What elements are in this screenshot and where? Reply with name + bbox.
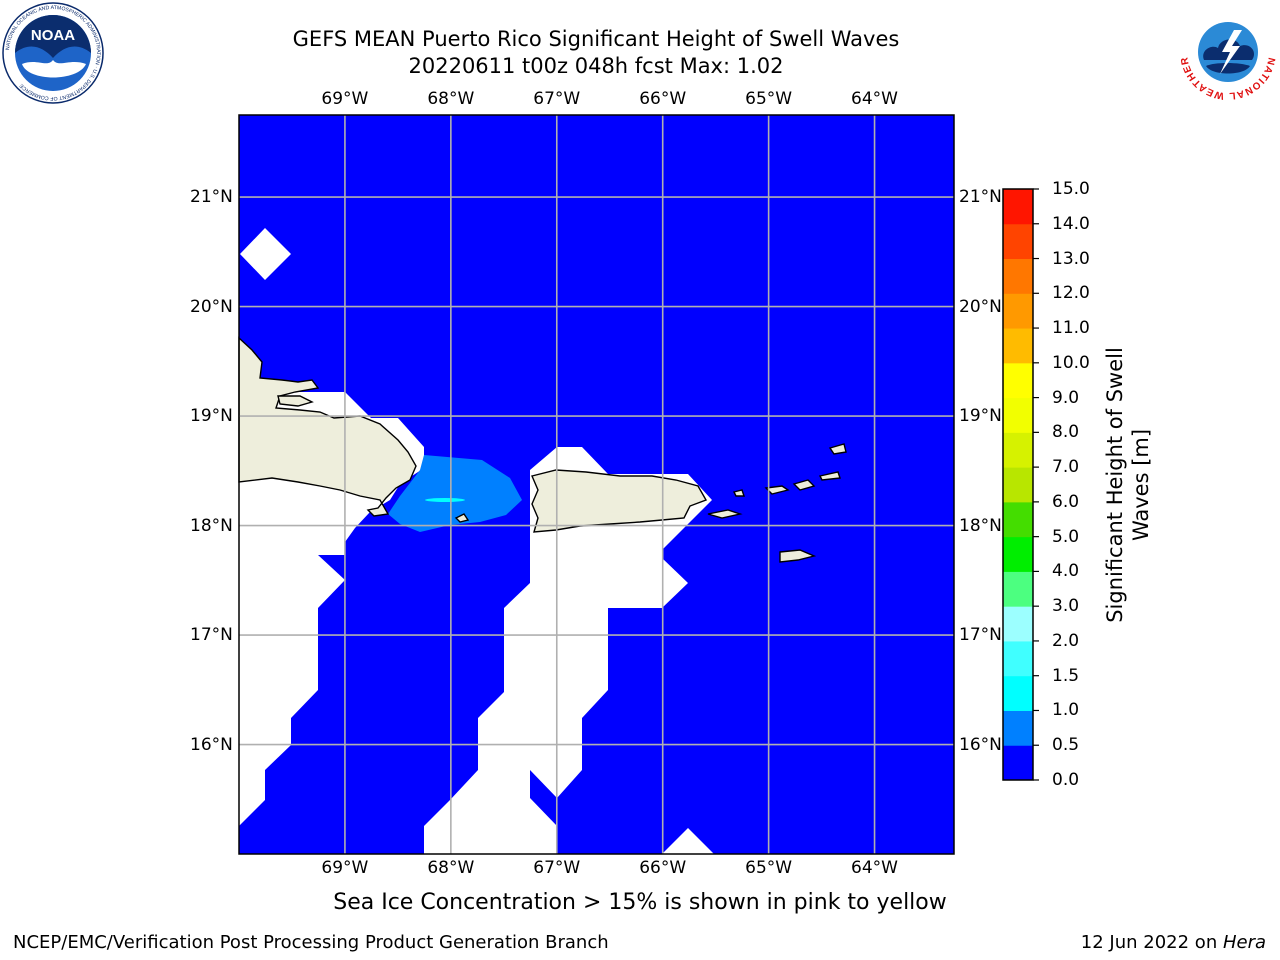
footer-branch: NCEP/EMC/Verification Post Processing Pr… bbox=[13, 932, 609, 953]
colorbar-tick-label: 7.0 bbox=[1052, 457, 1080, 478]
longitude-label-top: 66°W bbox=[639, 89, 687, 109]
latitude-label-left: 20°N bbox=[190, 296, 233, 317]
colorbar-tick-label: 3.0 bbox=[1052, 596, 1080, 617]
swell-band-1.0-1.5 bbox=[425, 498, 465, 502]
anegada-island bbox=[828, 443, 847, 455]
colorbar-segment bbox=[1003, 397, 1033, 433]
longitude-label-top: 67°W bbox=[533, 89, 581, 109]
missing-data-areas bbox=[239, 228, 714, 854]
latitude-label-left: 16°N bbox=[190, 734, 233, 755]
map-subtitle-run-info: 20220611 t00z 048h fcst Max: 1.02 bbox=[408, 54, 784, 78]
colorbar-segment bbox=[1003, 189, 1033, 225]
colorbar-segment bbox=[1003, 710, 1033, 746]
colorbar-tick-label: 11.0 bbox=[1052, 318, 1090, 339]
colorbar-segment bbox=[1003, 293, 1033, 329]
latitude-label-right: 17°N bbox=[959, 625, 1002, 646]
colorbar-frame bbox=[1002, 188, 1034, 781]
colorbar-segment bbox=[1003, 432, 1033, 468]
colorbar-segment bbox=[1003, 258, 1033, 294]
sea-ice-note: Sea Ice Concentration > 15% is shown in … bbox=[333, 890, 947, 915]
colorbar-tick-label: 8.0 bbox=[1052, 422, 1080, 443]
map-frame bbox=[238, 114, 955, 855]
colorbar-tick-label: 1.5 bbox=[1052, 665, 1080, 686]
longitude-label-top: 69°W bbox=[321, 89, 369, 109]
longitude-label-top: 65°W bbox=[745, 89, 793, 109]
footer-machine: Hera bbox=[1222, 932, 1266, 953]
colorbar-segment bbox=[1003, 536, 1033, 572]
st-john-island bbox=[792, 479, 816, 491]
colorbar-segment bbox=[1003, 606, 1033, 642]
latitude-label-left: 21°N bbox=[190, 187, 233, 208]
colorbar-segment bbox=[1003, 640, 1033, 677]
noaa-logo-text: NOAA bbox=[31, 27, 75, 44]
longitude-label-bottom: 64°W bbox=[851, 858, 898, 878]
colorbar-tick-label: 9.0 bbox=[1052, 387, 1080, 408]
colorbar-segment bbox=[1003, 675, 1033, 711]
longitude-label-bottom: 65°W bbox=[745, 858, 793, 878]
colorbar-title-line1: Significant Height of Swell bbox=[1103, 347, 1127, 623]
latitude-label-right: 16°N bbox=[959, 734, 1002, 755]
colorbar-title: Significant Height of Swell Waves [m] bbox=[1102, 347, 1154, 623]
colorbar-tick-label: 4.0 bbox=[1052, 561, 1080, 582]
latitude-label-right: 21°N bbox=[959, 187, 1002, 208]
mona-island bbox=[454, 513, 470, 523]
latitude-label-left: 17°N bbox=[190, 625, 233, 646]
colorbar-segment bbox=[1003, 745, 1033, 781]
tortuga-island bbox=[277, 395, 314, 407]
latitude-label-right: 20°N bbox=[959, 296, 1002, 317]
colorbar-tick-label: 10.0 bbox=[1052, 352, 1090, 373]
colorbar-tick-label: 15.0 bbox=[1052, 179, 1090, 199]
hispaniola-land bbox=[238, 336, 417, 517]
colorbar-tick-label: 14.0 bbox=[1052, 213, 1090, 234]
map-title: GEFS MEAN Puerto Rico Significant Height… bbox=[292, 27, 900, 51]
longitude-label-bottom: 66°W bbox=[639, 858, 687, 878]
colorbar-tick-label: 12.0 bbox=[1052, 283, 1090, 304]
nws-logo: NATIONAL WEATHER SERVICE bbox=[1178, 2, 1276, 101]
colorbar-tick-label: 13.0 bbox=[1052, 248, 1090, 269]
map-panel bbox=[238, 114, 955, 855]
colorbar-segment bbox=[1003, 571, 1033, 607]
longitude-label-top: 64°W bbox=[851, 89, 898, 109]
noaa-logo: NOAA NATIONAL OCEANIC AND ATMOSPHERIC AD… bbox=[2, 2, 104, 104]
colorbar-segment bbox=[1003, 501, 1033, 538]
longitude-label-top: 68°W bbox=[427, 89, 475, 109]
colorbar-tick-label: 0.5 bbox=[1052, 735, 1080, 756]
colorbar-title-line2: Waves [m] bbox=[1129, 428, 1153, 542]
vieques-island bbox=[707, 509, 743, 519]
footer-date: 12 Jun 2022 on Hera bbox=[1081, 932, 1266, 953]
colorbar-segment bbox=[1003, 467, 1033, 503]
footer-date-text: 12 Jun 2022 on bbox=[1080, 932, 1223, 953]
culebra-island bbox=[732, 489, 745, 497]
colorbar-tick-label: 5.0 bbox=[1052, 526, 1080, 547]
latitude-label-left: 19°N bbox=[190, 406, 233, 427]
tortola-island bbox=[818, 471, 841, 481]
colorbar-tick-label: 0.0 bbox=[1052, 770, 1080, 790]
longitude-label-bottom: 68°W bbox=[427, 858, 475, 878]
latitude-label-left: 18°N bbox=[190, 515, 233, 536]
map-gridlines bbox=[239, 115, 954, 854]
st-thomas-island bbox=[764, 485, 790, 495]
latitude-label-right: 18°N bbox=[959, 515, 1002, 536]
colorbar-tick-label: 2.0 bbox=[1052, 630, 1080, 651]
colorbar-segment bbox=[1003, 328, 1033, 364]
latitude-label-right: 19°N bbox=[959, 406, 1002, 427]
colorbar bbox=[1002, 188, 1039, 781]
longitude-label-bottom: 67°W bbox=[533, 858, 581, 878]
colorbar-tick-label: 1.0 bbox=[1052, 700, 1080, 721]
colorbar-segment bbox=[1003, 223, 1033, 260]
longitude-label-bottom: 69°W bbox=[321, 858, 369, 878]
st-croix-island bbox=[779, 549, 817, 563]
colorbar-segment bbox=[1003, 362, 1033, 399]
swell-band-0.5-1.0 bbox=[388, 455, 522, 532]
colorbar-tick-label: 6.0 bbox=[1052, 491, 1080, 512]
